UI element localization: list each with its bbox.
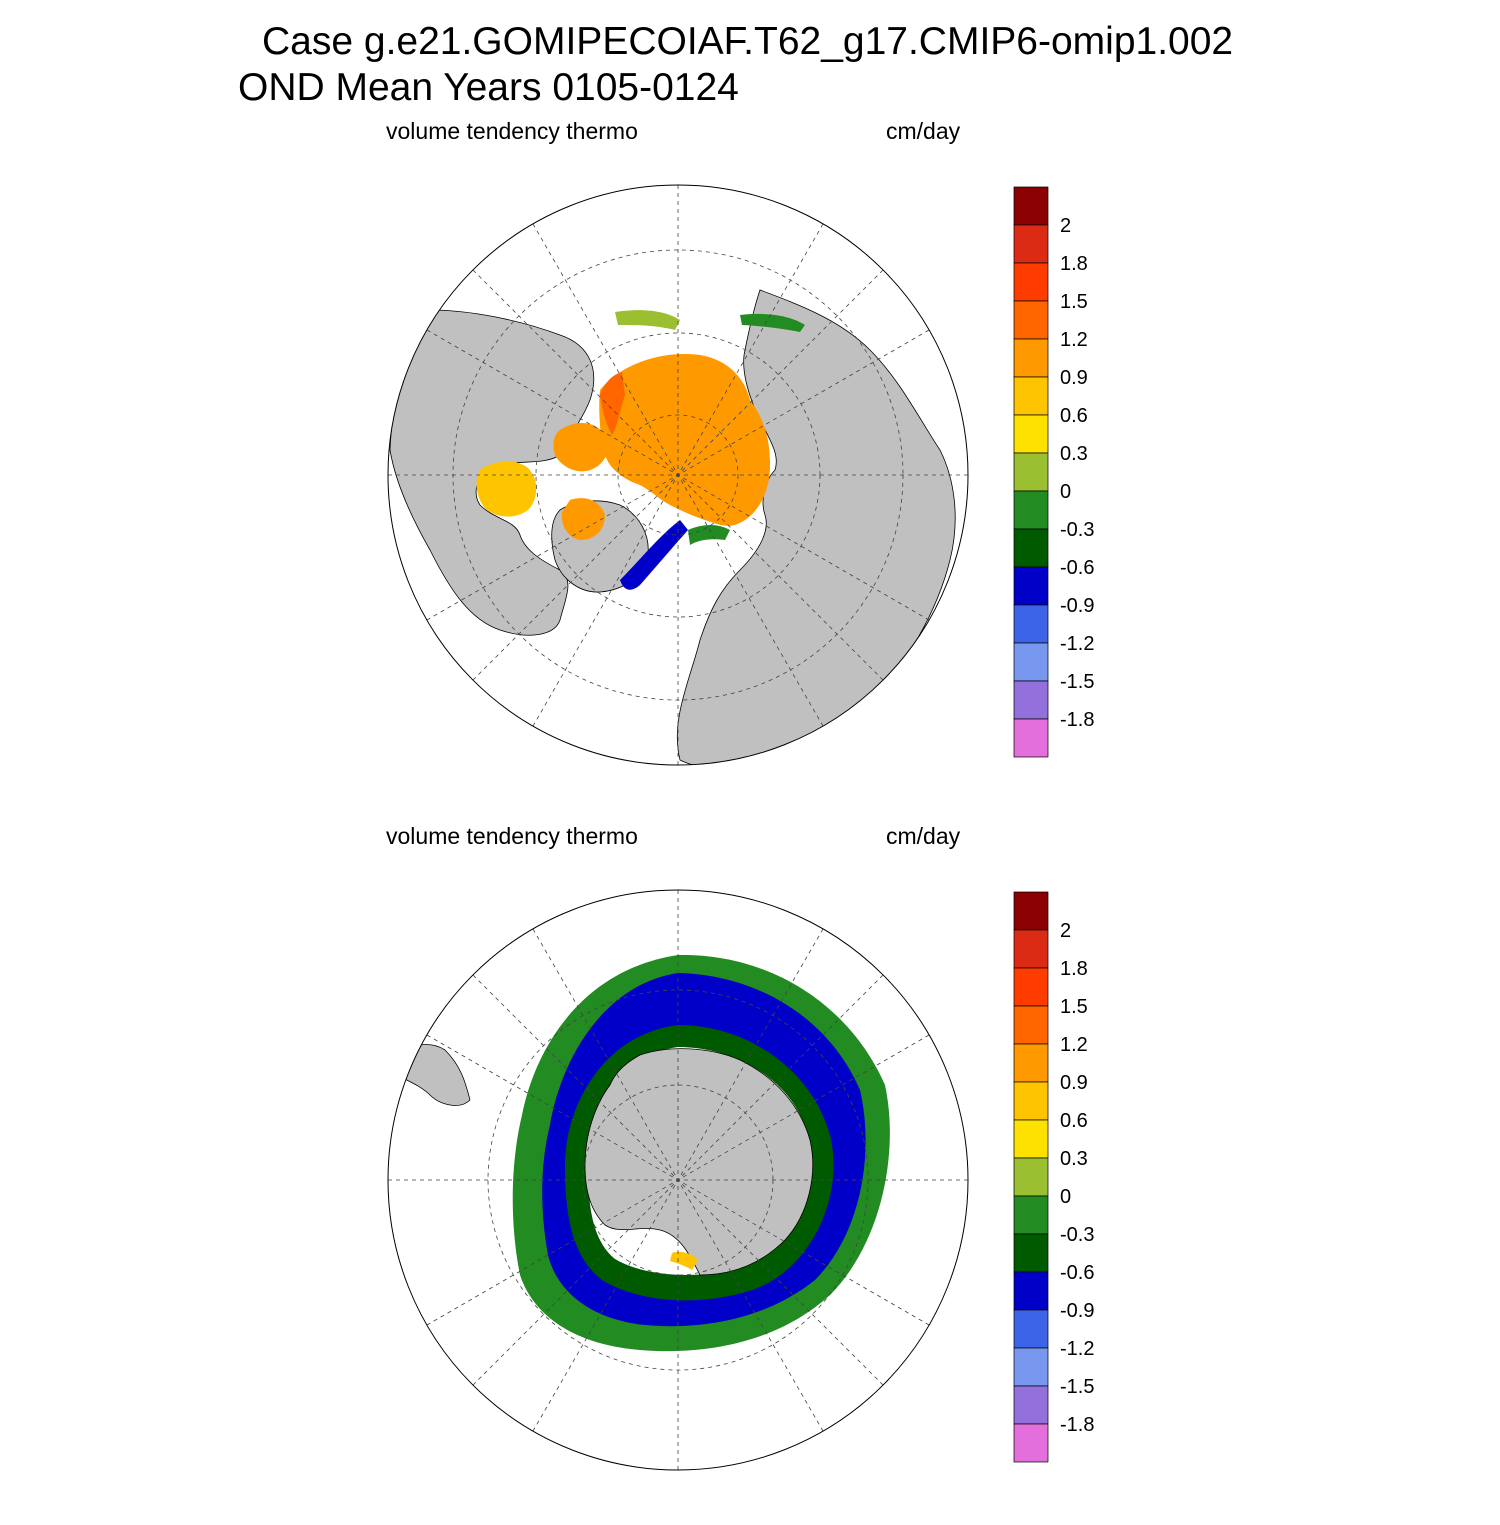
north-map-content [389, 289, 956, 765]
south-colorbar-label: 1.5 [1060, 996, 1088, 1018]
north-graticule [388, 185, 968, 765]
south-land-antarctica [584, 1048, 814, 1276]
south-colorbar-label: 0.3 [1060, 1148, 1088, 1170]
north-ice-arctic-core [599, 354, 770, 526]
north-map-border [387, 184, 969, 766]
south-colorbar-label: 1.2 [1060, 1034, 1088, 1056]
north-colorbar-label: 0.9 [1060, 367, 1088, 389]
north-colorbar: 2 1.8 1.5 1.2 0.9 0.6 0.3 0 -0.3 -0.6 -0.9 -1.2 -1.5… [1013, 186, 1094, 758]
south-colorbar-swatch [1013, 967, 1049, 1007]
north-colorbar-swatch [1013, 680, 1049, 720]
north-colorbar-swatch [1013, 452, 1049, 492]
north-colorbar-label: 0.6 [1060, 405, 1088, 427]
south-colorbar-label: 0 [1060, 1186, 1071, 1208]
south-colorbar-swatch [1013, 929, 1049, 969]
north-colorbar-label: -1.8 [1060, 709, 1094, 731]
north-colorbar-label: 1.5 [1060, 291, 1088, 313]
south-colorbar-swatch [1013, 1119, 1049, 1159]
south-polar-map: 2 1.8 1.5 1.2 0.9 0.6 0.3 0 -0.3 -0.6 -0.9 -1.2 -1.5… [387, 889, 1094, 1471]
north-colorbar-label: 1.2 [1060, 329, 1088, 351]
north-colorbar-swatch [1013, 262, 1049, 302]
panel-north-left-label: volume tendency thermo [386, 118, 638, 144]
south-colorbar-swatch [1013, 1347, 1049, 1387]
north-land-eurasia [676, 289, 956, 765]
south-map-border [387, 889, 969, 1471]
south-graticule [388, 890, 968, 1470]
north-colorbar-swatch [1013, 566, 1049, 606]
north-colorbar-swatch [1013, 338, 1049, 378]
south-colorbar-swatch [1013, 1309, 1049, 1349]
south-colorbar-swatch [1013, 1081, 1049, 1121]
south-colorbar-label: 0.6 [1060, 1110, 1088, 1132]
south-colorbar-label: -0.6 [1060, 1262, 1094, 1284]
north-colorbar-label: -1.2 [1060, 633, 1094, 655]
south-colorbar-label: 0.9 [1060, 1072, 1088, 1094]
south-colorbar-label: -0.3 [1060, 1224, 1094, 1246]
north-land-north-america [389, 309, 595, 636]
south-colorbar-swatch [1013, 1195, 1049, 1235]
south-colorbar-swatch [1013, 1271, 1049, 1311]
north-ice-arctic-edge [600, 372, 625, 435]
north-colorbar-swatch [1013, 642, 1049, 682]
panel-south: volume tendency thermo cm/day [0, 825, 1500, 1525]
north-ice-bering [615, 310, 680, 330]
panel-north-units-label: cm/day [886, 118, 961, 144]
south-colorbar-swatch [1013, 1043, 1049, 1083]
north-colorbar-swatch [1013, 300, 1049, 340]
north-ice-hudson-bay [476, 461, 537, 517]
south-ice-blue-band [542, 973, 866, 1327]
north-colorbar-swatch [1013, 718, 1049, 758]
north-colorbar-label: 0.3 [1060, 443, 1088, 465]
north-colorbar-swatch [1013, 490, 1049, 530]
north-colorbar-label: -0.9 [1060, 595, 1094, 617]
north-colorbar-label: -0.3 [1060, 519, 1094, 541]
panel-north: volume tendency thermo cm/day [0, 120, 1500, 820]
north-ice-baffin [561, 498, 605, 540]
panel-south-left-label: volume tendency thermo [386, 823, 638, 849]
south-ice-weddell-yellow [670, 1251, 698, 1270]
south-colorbar-swatch [1013, 1005, 1049, 1045]
north-ice-east-greenland-band [620, 520, 688, 590]
figure-title-line2: OND Mean Years 0105-0124 [238, 66, 739, 109]
north-colorbar-label: 0 [1060, 481, 1071, 503]
north-colorbar-swatch [1013, 414, 1049, 454]
south-colorbar-label: 1.8 [1060, 958, 1088, 980]
north-colorbar-swatch [1013, 604, 1049, 644]
north-colorbar-swatch [1013, 376, 1049, 416]
south-colorbar-swatch [1013, 1157, 1049, 1197]
south-map-content [394, 954, 890, 1352]
figure-title-line1: Case g.e21.GOMIPECOIAF.T62_g17.CMIP6-omi… [262, 20, 1234, 63]
north-colorbar-swatch [1013, 528, 1049, 568]
north-colorbar-swatch [1013, 224, 1049, 264]
south-colorbar-label: 2 [1060, 920, 1071, 942]
north-ice-okhotsk [740, 313, 805, 332]
south-colorbar-label: -1.8 [1060, 1414, 1094, 1436]
north-polar-map: 2 1.8 1.5 1.2 0.9 0.6 0.3 0 -0.3 -0.6 -0.9 -1.2 -1.5… [387, 184, 1094, 766]
north-colorbar-label: 1.8 [1060, 253, 1088, 275]
north-colorbar-label: -1.5 [1060, 671, 1094, 693]
north-ice-east-greenland-green [688, 525, 730, 545]
south-colorbar-label: -0.9 [1060, 1300, 1094, 1322]
south-colorbar-swatch [1013, 1385, 1049, 1425]
north-ice-canadian-arch [553, 423, 608, 472]
north-colorbar-swatch [1013, 186, 1049, 226]
north-colorbar-label: -0.6 [1060, 557, 1094, 579]
south-colorbar-swatch [1013, 891, 1049, 931]
south-colorbar: 2 1.8 1.5 1.2 0.9 0.6 0.3 0 -0.3 -0.6 -0.9 -1.2 -1.5… [1013, 891, 1094, 1463]
panel-south-units-label: cm/day [886, 823, 961, 849]
south-colorbar-label: -1.5 [1060, 1376, 1094, 1398]
north-colorbar-label: 2 [1060, 215, 1071, 237]
south-colorbar-swatch [1013, 1233, 1049, 1273]
south-colorbar-label: -1.2 [1060, 1338, 1094, 1360]
south-colorbar-swatch [1013, 1423, 1049, 1463]
